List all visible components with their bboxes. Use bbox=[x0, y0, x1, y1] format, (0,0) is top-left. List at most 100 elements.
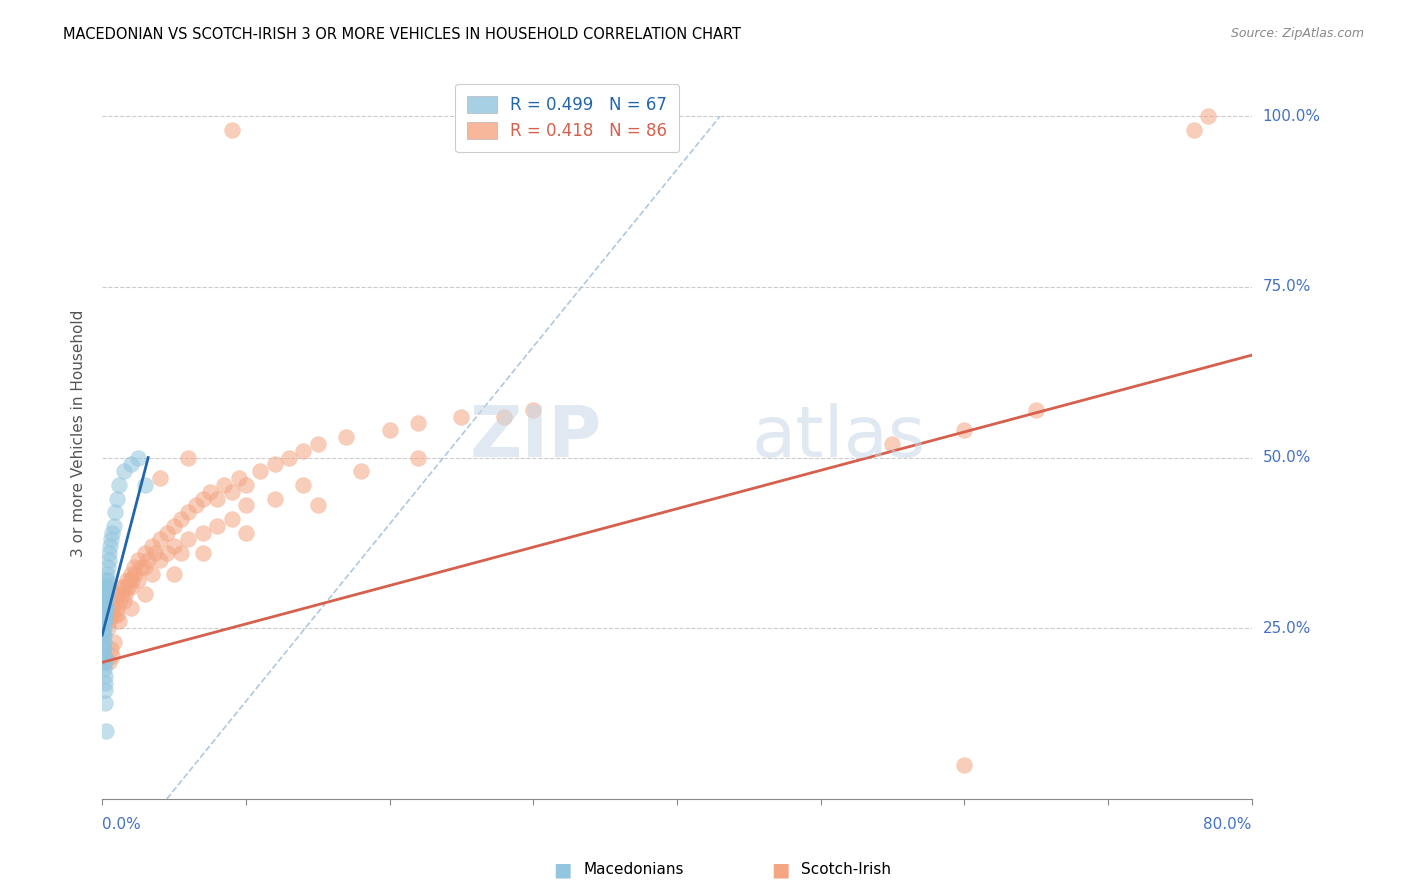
Text: 100.0%: 100.0% bbox=[1263, 109, 1320, 124]
Point bbox=[249, 464, 271, 478]
Point bbox=[307, 499, 329, 513]
Point bbox=[191, 491, 214, 506]
Point bbox=[94, 594, 117, 608]
Point bbox=[94, 594, 117, 608]
Point bbox=[91, 628, 114, 642]
Point bbox=[141, 539, 163, 553]
Point bbox=[93, 607, 115, 622]
Point bbox=[94, 580, 117, 594]
Point bbox=[198, 484, 221, 499]
Text: 50.0%: 50.0% bbox=[1263, 450, 1310, 465]
Point bbox=[94, 574, 117, 588]
Point bbox=[221, 123, 243, 137]
Point bbox=[170, 512, 193, 526]
Point bbox=[221, 512, 243, 526]
Text: atlas: atlas bbox=[752, 403, 927, 472]
Point bbox=[98, 656, 121, 670]
Point bbox=[122, 559, 145, 574]
Point bbox=[93, 600, 115, 615]
Point bbox=[93, 656, 115, 670]
Text: Source: ZipAtlas.com: Source: ZipAtlas.com bbox=[1230, 27, 1364, 40]
Text: 0.0%: 0.0% bbox=[103, 817, 141, 832]
Point bbox=[163, 518, 186, 533]
Point bbox=[149, 471, 172, 485]
Point bbox=[103, 518, 125, 533]
Point bbox=[117, 580, 139, 594]
Point bbox=[94, 587, 117, 601]
Point bbox=[103, 607, 125, 622]
Point bbox=[235, 478, 257, 492]
Point bbox=[134, 478, 156, 492]
Point bbox=[134, 559, 156, 574]
Point bbox=[120, 580, 142, 594]
Point bbox=[134, 546, 156, 560]
Point bbox=[93, 615, 115, 629]
Point bbox=[114, 587, 136, 601]
Point bbox=[91, 628, 114, 642]
Point bbox=[156, 546, 179, 560]
Point bbox=[263, 491, 285, 506]
Point bbox=[136, 553, 159, 567]
Point bbox=[124, 566, 146, 581]
Point bbox=[100, 607, 122, 622]
Point bbox=[149, 553, 172, 567]
Point bbox=[94, 600, 117, 615]
Point bbox=[93, 594, 115, 608]
Point bbox=[93, 641, 115, 656]
Point bbox=[98, 546, 121, 560]
Point bbox=[96, 587, 118, 601]
Point bbox=[105, 607, 128, 622]
Point bbox=[93, 600, 115, 615]
Point bbox=[93, 587, 115, 601]
Point bbox=[235, 525, 257, 540]
Point bbox=[163, 539, 186, 553]
Point bbox=[94, 587, 117, 601]
Point bbox=[93, 635, 115, 649]
Point bbox=[105, 600, 128, 615]
Point bbox=[100, 641, 122, 656]
Point bbox=[408, 450, 430, 465]
Point bbox=[108, 478, 131, 492]
Point bbox=[263, 458, 285, 472]
Point bbox=[214, 478, 236, 492]
Point bbox=[103, 635, 125, 649]
Point bbox=[93, 600, 115, 615]
Point bbox=[101, 600, 124, 615]
Point bbox=[1198, 109, 1220, 123]
Point bbox=[93, 621, 115, 635]
Point bbox=[408, 417, 430, 431]
Point bbox=[450, 409, 472, 424]
Point bbox=[93, 607, 115, 622]
Point bbox=[115, 574, 138, 588]
Text: 25.0%: 25.0% bbox=[1263, 621, 1310, 636]
Point bbox=[1025, 402, 1047, 417]
Text: 75.0%: 75.0% bbox=[1263, 279, 1310, 294]
Point bbox=[93, 669, 115, 683]
Point bbox=[94, 600, 117, 615]
Point bbox=[93, 656, 115, 670]
Point bbox=[93, 615, 115, 629]
Point bbox=[307, 437, 329, 451]
Point bbox=[94, 587, 117, 601]
Point bbox=[91, 621, 114, 635]
Point bbox=[111, 587, 134, 601]
Text: MACEDONIAN VS SCOTCH-IRISH 3 OR MORE VEHICLES IN HOUSEHOLD CORRELATION CHART: MACEDONIAN VS SCOTCH-IRISH 3 OR MORE VEH… bbox=[63, 27, 741, 42]
Point bbox=[235, 499, 257, 513]
Point bbox=[101, 525, 124, 540]
Point bbox=[94, 723, 117, 738]
Point bbox=[98, 615, 121, 629]
Point bbox=[110, 580, 132, 594]
Text: 80.0%: 80.0% bbox=[1204, 817, 1251, 832]
Point bbox=[127, 450, 149, 465]
Point bbox=[96, 580, 118, 594]
Point bbox=[93, 628, 115, 642]
Point bbox=[292, 478, 315, 492]
Point bbox=[93, 662, 115, 676]
Point bbox=[104, 594, 127, 608]
Point bbox=[93, 594, 115, 608]
Point bbox=[177, 505, 200, 519]
Point bbox=[94, 594, 117, 608]
Point bbox=[177, 533, 200, 547]
Point bbox=[96, 580, 118, 594]
Legend: R = 0.499   N = 67, R = 0.418   N = 86: R = 0.499 N = 67, R = 0.418 N = 86 bbox=[456, 84, 679, 153]
